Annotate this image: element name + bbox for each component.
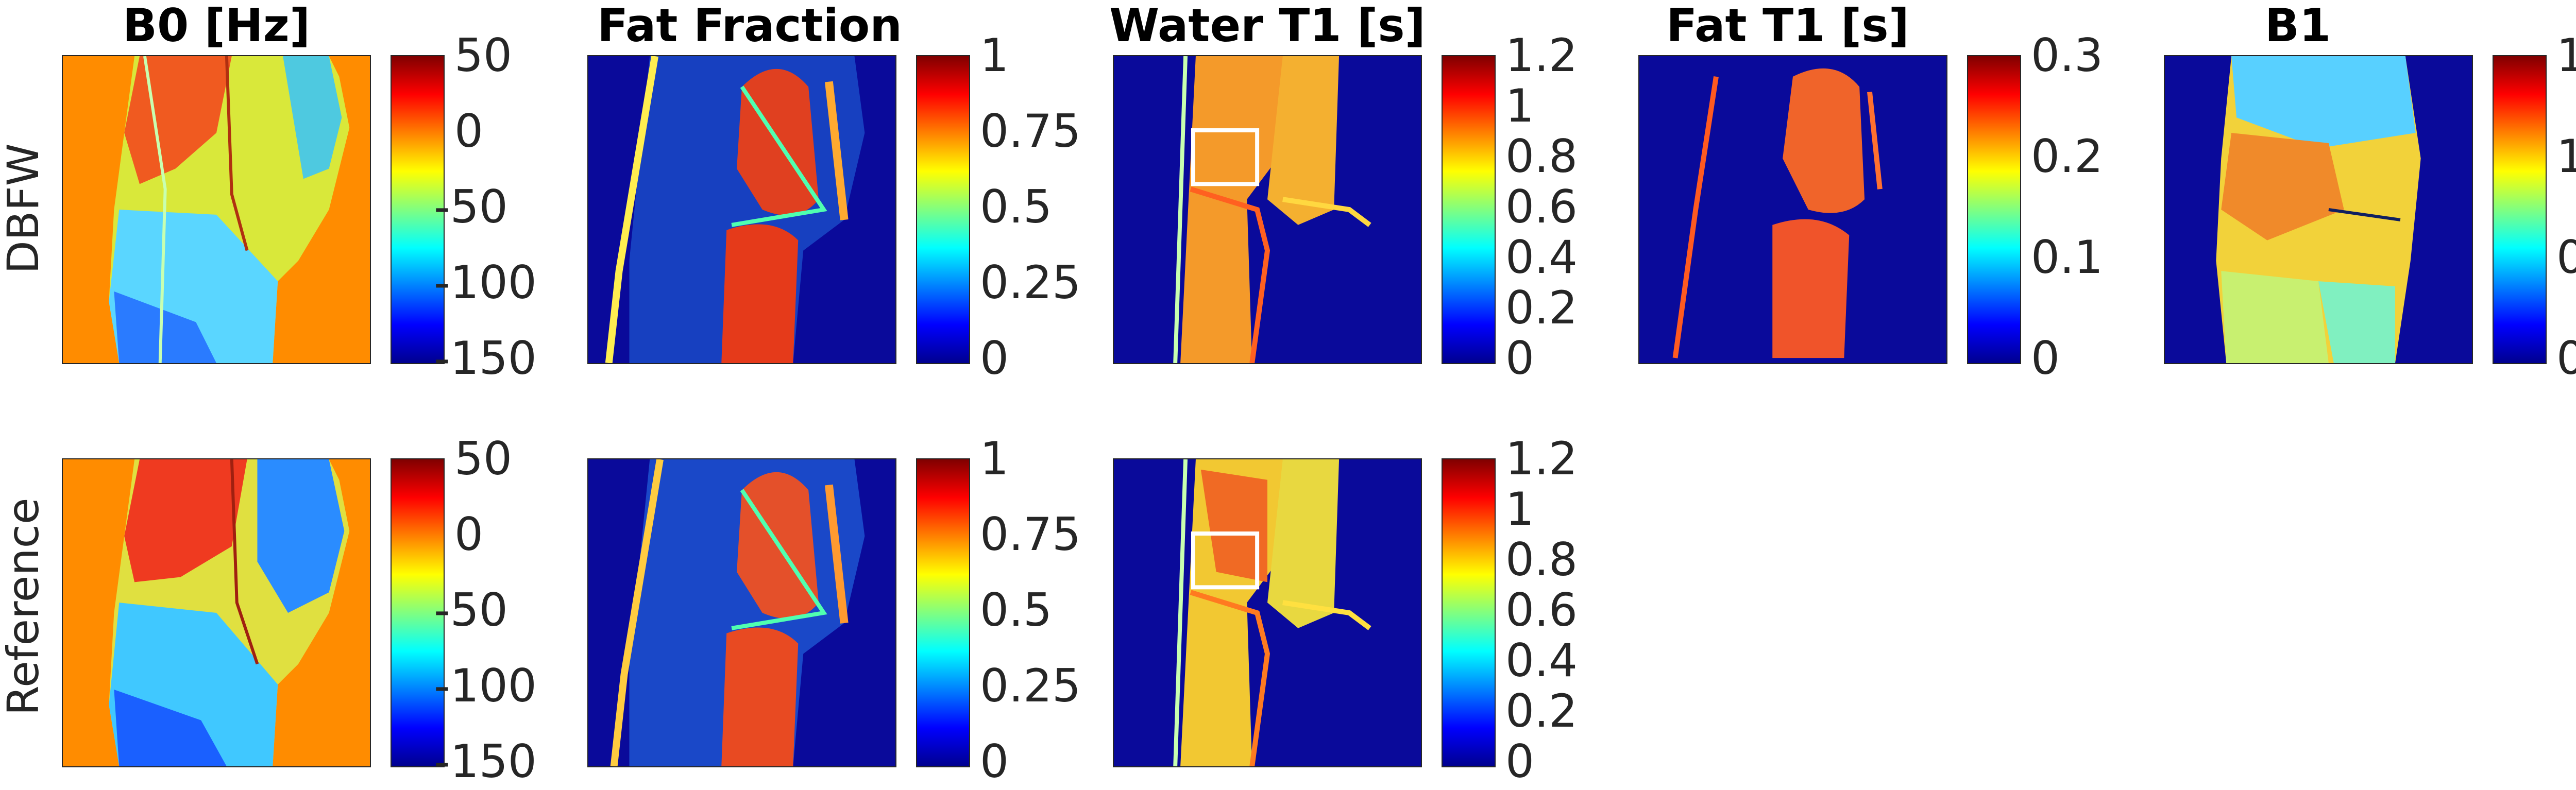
column-title-fat-fraction: Fat Fraction [597, 0, 902, 52]
tick-label: 0.8 [1505, 130, 1578, 183]
tick-label: 0.3 [2031, 29, 2103, 82]
tick-label: 0.6 [1505, 583, 1578, 637]
tick-label: 0.2 [1505, 281, 1578, 334]
fat-fraction-map-dbfw [587, 55, 896, 364]
water-t1-colorbar-dbfw [1442, 55, 1496, 364]
tick-label: 0 [980, 735, 1009, 788]
tick-label: 0 [2031, 332, 2060, 385]
water-t1-map-dbfw [1113, 55, 1422, 364]
tick-label: 0.8 [1505, 533, 1578, 586]
tick-label: 0.5 [2556, 231, 2576, 284]
fat-fraction-map-reference [587, 458, 896, 767]
b0-map-dbfw [62, 55, 371, 364]
tick-label: 1 [1505, 483, 1534, 536]
tick-label: 0.4 [1505, 231, 1578, 284]
tick-label: 0.4 [1505, 634, 1578, 687]
tick-label: 1 [1505, 79, 1534, 132]
b1-colorbar-dbfw [2493, 55, 2547, 364]
fat-fraction-colorbar-dbfw [916, 55, 970, 364]
b0-colorbar-dbfw [391, 55, 445, 364]
fat-fraction-colorbar-reference [916, 458, 970, 767]
tick-label: 0.75 [980, 508, 1081, 561]
tick-label: 0.25 [980, 659, 1081, 712]
tick-label: -150 [434, 332, 537, 385]
tick-label: 1 [980, 29, 1009, 82]
tick-label: 1.2 [1505, 29, 1578, 82]
row-label-dbfw: DBFW [0, 143, 48, 274]
tick-label: 0 [1505, 332, 1534, 385]
b1-map-dbfw [2164, 55, 2473, 364]
b0-map-reference [62, 458, 371, 767]
tick-label: 0.1 [2031, 231, 2103, 284]
tick-label: 0 [454, 508, 483, 561]
tick-label: -150 [434, 735, 537, 788]
tick-label: 0.2 [2031, 130, 2103, 183]
tick-label: 0.2 [1505, 684, 1578, 737]
tick-label: 0.6 [1505, 180, 1578, 233]
column-title-b0: B0 [Hz] [122, 0, 311, 52]
tick-label: 50 [454, 432, 512, 485]
tick-label: 0.5 [980, 583, 1052, 637]
tick-label: 50 [454, 29, 512, 82]
tick-label: 0.25 [980, 256, 1081, 309]
tick-label: 0 [2556, 332, 2576, 385]
tick-label: 0.75 [980, 105, 1081, 158]
fat-t1-map-dbfw [1638, 55, 1947, 364]
row-label-reference: Reference [0, 497, 48, 716]
tick-label: 1 [980, 432, 1009, 485]
tick-label: -100 [434, 256, 537, 309]
tick-label: 0 [980, 332, 1009, 385]
water-t1-map-reference [1113, 458, 1422, 767]
tick-label: 1.5 [2556, 29, 2576, 82]
column-title-b1: B1 [2264, 0, 2331, 52]
tick-label: 0 [1505, 735, 1534, 788]
tick-label: -50 [434, 180, 508, 233]
tick-label: 1.2 [1505, 432, 1578, 485]
tick-label: 0 [454, 105, 483, 158]
tick-label: 0.5 [980, 180, 1052, 233]
tick-label: -50 [434, 583, 508, 637]
column-title-fat-t1: Fat T1 [s] [1666, 0, 1909, 52]
water-t1-colorbar-reference [1442, 458, 1496, 767]
b0-colorbar-reference [391, 458, 445, 767]
tick-label: -100 [434, 659, 537, 712]
tick-label: 1 [2556, 130, 2576, 183]
fat-t1-colorbar-dbfw [1967, 55, 2021, 364]
column-title-water-t1: Water T1 [s] [1109, 0, 1426, 52]
